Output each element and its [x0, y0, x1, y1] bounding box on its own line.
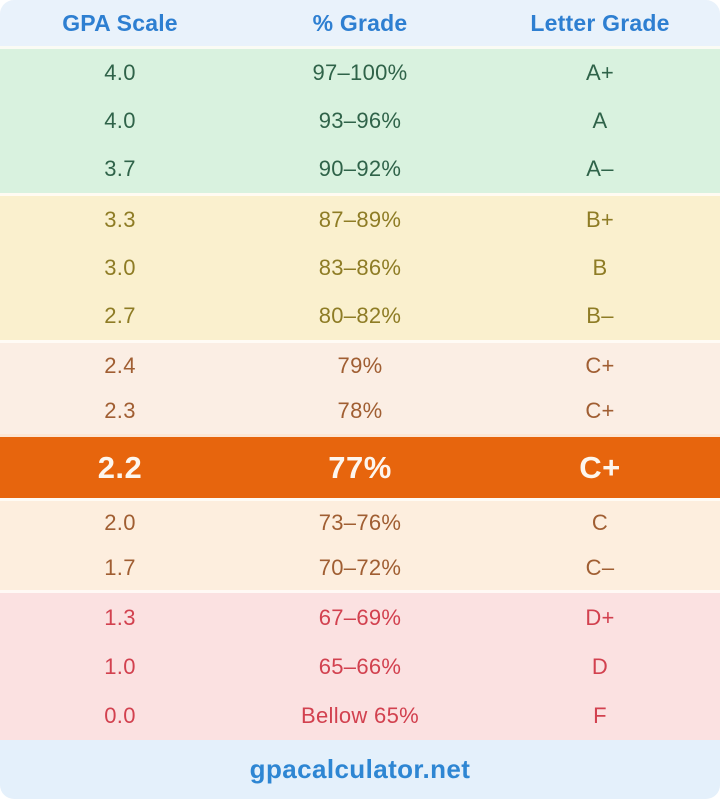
percent-range: 83–86%	[318, 255, 402, 280]
letter-grade: B	[592, 255, 608, 280]
table-row: 1.3 67–69% D+	[0, 593, 720, 642]
percent-range: 67–69%	[318, 604, 402, 630]
letter-grade: C+	[585, 398, 615, 424]
gpa-value: 2.0	[104, 510, 136, 536]
gpa-value: 3.0	[104, 255, 136, 280]
gpa-value: 1.7	[104, 554, 136, 580]
percent-range: 65–66%	[318, 653, 402, 679]
percent-range: 80–82%	[318, 303, 402, 328]
letter-grade: A–	[586, 156, 614, 181]
gpa-value: 1.3	[104, 604, 136, 630]
percent-range: 79%	[337, 352, 383, 378]
gpa-value: 2.2	[97, 449, 143, 485]
letter-grade: D+	[585, 604, 615, 630]
gpa-value: 3.7	[104, 156, 136, 181]
table-row: 2.3 78% C+	[0, 389, 720, 435]
gpa-value: 2.7	[104, 303, 136, 328]
letter-grade: A+	[585, 60, 615, 85]
table-body: 4.0 97–100% A+ 4.0 93–96% A 3.7 90–92% A– 3.3 87–8…	[0, 46, 720, 740]
section-b-grades: 3.3 87–89% B+ 3.0 83–86% B 2.7 80–82% B–	[0, 193, 720, 340]
section-c-grades: 2.0 73–76% C 1.7 70–72% C–	[0, 498, 720, 590]
highlighted-table-row: 2.2 77% C+	[0, 437, 720, 498]
letter-grade: C	[591, 510, 609, 536]
percent-range: 78%	[337, 398, 383, 424]
gpa-value: 0.0	[104, 702, 136, 728]
letter-grade: F	[593, 702, 607, 728]
site-footer: gpacalculator.net	[0, 740, 720, 799]
letter-grade: C–	[585, 554, 615, 580]
letter-grade: D	[591, 653, 609, 679]
percent-range: Bellow 65%	[301, 702, 419, 728]
letter-grade: C+	[585, 352, 615, 378]
table-row: 3.7 90–92% A–	[0, 145, 720, 193]
section-a-grades: 4.0 97–100% A+ 4.0 93–96% A 3.7 90–92% A–	[0, 46, 720, 193]
section-c-plus-grades: 2.4 79% C+ 2.3 78% C+	[0, 340, 720, 434]
percent-range: 90–92%	[318, 156, 402, 181]
column-header-letter-grade: Letter Grade	[530, 9, 670, 36]
table-row: 4.0 97–100% A+	[0, 49, 720, 97]
table-row: 2.7 80–82% B–	[0, 292, 720, 340]
section-d-f-grades: 1.3 67–69% D+ 1.0 65–66% D 0.0 Bellow 65% F	[0, 590, 720, 740]
percent-range: 73–76%	[318, 510, 402, 536]
gpa-value: 2.4	[104, 352, 136, 378]
percent-range: 93–96%	[318, 108, 402, 133]
site-link[interactable]: gpacalculator.net	[249, 754, 471, 784]
table-row: 2.4 79% C+	[0, 343, 720, 389]
gpa-value: 2.3	[104, 398, 136, 424]
letter-grade: A	[592, 108, 608, 133]
gpa-value: 4.0	[104, 108, 136, 133]
letter-grade: B–	[586, 303, 614, 328]
table-row: 1.7 70–72% C–	[0, 546, 720, 591]
table-row: 3.3 87–89% B+	[0, 196, 720, 244]
gpa-value: 3.3	[104, 207, 136, 232]
percent-range: 70–72%	[318, 554, 402, 580]
letter-grade: C+	[579, 449, 621, 485]
percent-range: 87–89%	[318, 207, 402, 232]
gpa-value: 1.0	[104, 653, 136, 679]
table-row: 4.0 93–96% A	[0, 97, 720, 145]
column-header-percent-grade: % Grade	[312, 9, 408, 36]
letter-grade: B+	[585, 207, 615, 232]
table-row: 1.0 65–66% D	[0, 642, 720, 691]
column-header-gpa-scale: GPA Scale	[62, 9, 178, 36]
section-highlighted-grade: 2.2 77% C+	[0, 434, 720, 498]
gpa-value: 4.0	[104, 60, 136, 85]
table-row: 2.0 73–76% C	[0, 501, 720, 546]
percent-range: 77%	[328, 449, 392, 485]
table-row: 0.0 Bellow 65% F	[0, 691, 720, 740]
percent-range: 97–100%	[312, 60, 408, 85]
table-row: 3.0 83–86% B	[0, 244, 720, 292]
table-header: GPA Scale % Grade Letter Grade	[0, 0, 720, 46]
